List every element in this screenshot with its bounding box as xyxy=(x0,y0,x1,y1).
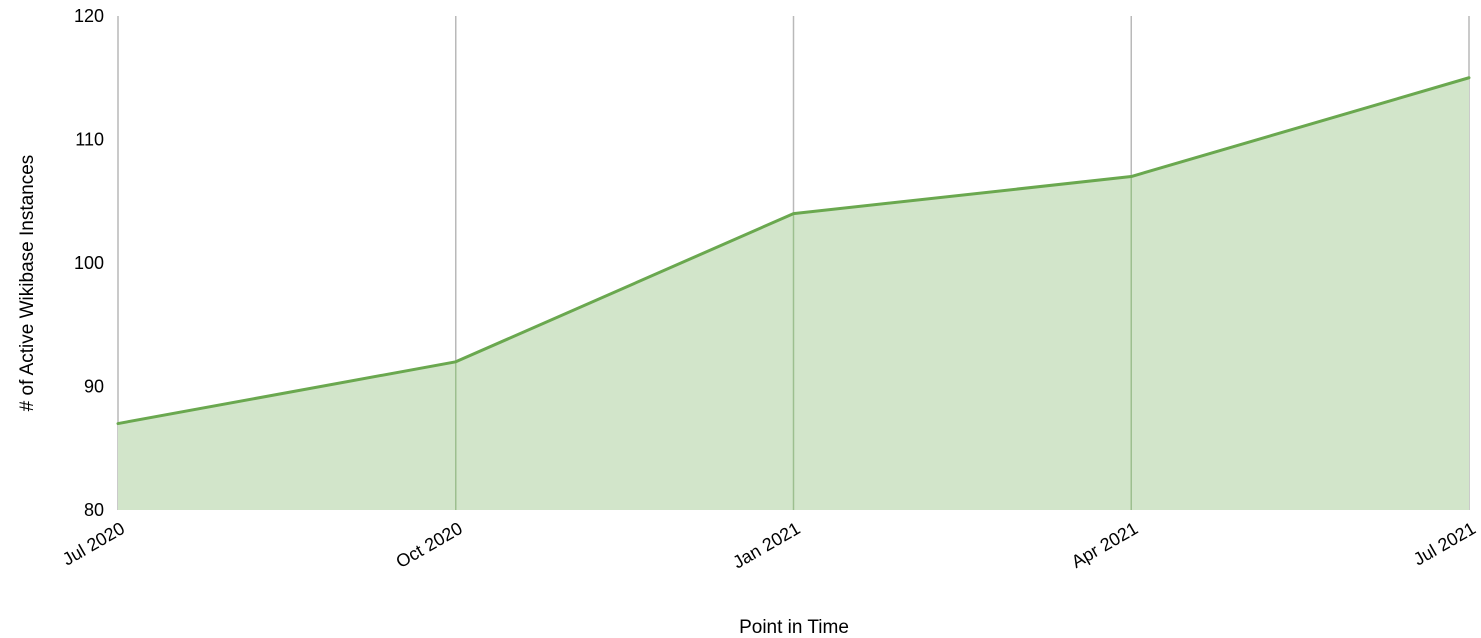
y-tick-label: 110 xyxy=(75,130,104,150)
y-tick-label: 120 xyxy=(74,6,104,26)
x-axis-title: Point in Time xyxy=(739,617,849,638)
y-axis-tick-labels: 80 90 100 110 120 xyxy=(74,6,104,520)
x-tick-label: Apr 2021 xyxy=(1068,518,1141,572)
y-axis-title: # of Active Wikibase Instances xyxy=(17,155,38,412)
grid-lines-over-area xyxy=(455,176,1132,510)
y-tick-label: 80 xyxy=(84,500,104,520)
series-line xyxy=(116,76,1471,426)
x-tick-label: Oct 2020 xyxy=(392,518,465,572)
x-tick-label: Jan 2021 xyxy=(729,518,803,572)
y-tick-label: 100 xyxy=(74,253,104,273)
x-axis-tick-labels: Jul 2020 Oct 2020 Jan 2021 Apr 2021 Jul 2021 xyxy=(59,518,1479,572)
y-tick-label: 90 xyxy=(84,377,104,397)
x-tick-label: Jul 2021 xyxy=(1410,518,1479,569)
x-tick-label: Jul 2020 xyxy=(59,518,128,569)
